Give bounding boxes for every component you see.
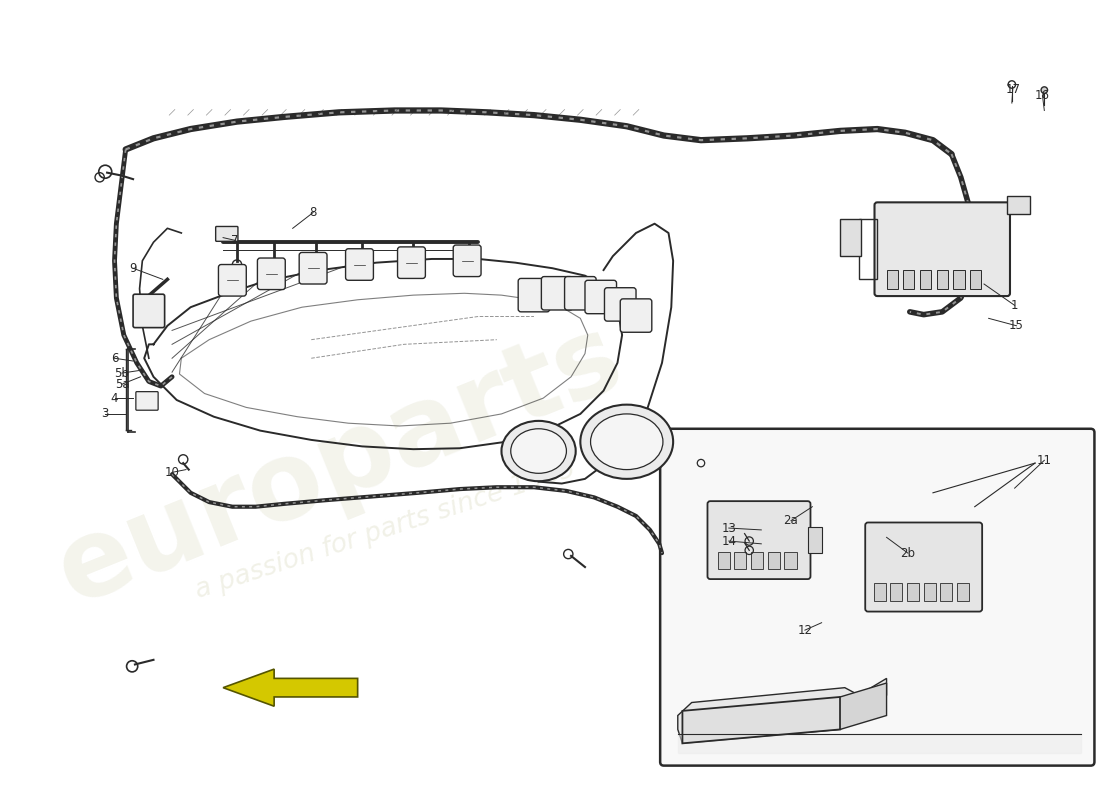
Bar	[908, 583, 918, 602]
FancyBboxPatch shape	[874, 202, 1010, 296]
Bar	[873, 583, 886, 602]
Text: 13: 13	[722, 522, 736, 534]
Bar	[903, 270, 914, 289]
Bar	[735, 552, 747, 569]
Text: 6: 6	[111, 352, 119, 365]
Text: 10: 10	[165, 466, 179, 479]
Bar	[717, 552, 729, 569]
Bar	[807, 527, 822, 553]
Text: 2b: 2b	[901, 546, 915, 560]
FancyBboxPatch shape	[219, 265, 246, 296]
FancyBboxPatch shape	[620, 299, 652, 332]
FancyBboxPatch shape	[136, 392, 158, 410]
Text: europarts: europarts	[42, 303, 637, 626]
FancyBboxPatch shape	[707, 501, 811, 579]
Text: 5a: 5a	[114, 378, 130, 390]
Polygon shape	[1008, 196, 1031, 214]
Ellipse shape	[510, 429, 566, 474]
Text: 11: 11	[1037, 454, 1052, 467]
FancyBboxPatch shape	[345, 249, 373, 280]
FancyBboxPatch shape	[133, 294, 165, 328]
Text: 17: 17	[1005, 82, 1021, 96]
Polygon shape	[678, 678, 887, 743]
Text: 7: 7	[231, 234, 239, 247]
FancyBboxPatch shape	[541, 277, 573, 310]
FancyBboxPatch shape	[564, 277, 596, 310]
Text: 5b: 5b	[114, 366, 130, 379]
Ellipse shape	[502, 421, 575, 481]
Text: 4: 4	[111, 392, 119, 405]
Bar	[920, 270, 931, 289]
Bar	[957, 583, 969, 602]
FancyBboxPatch shape	[866, 522, 982, 611]
Bar	[890, 583, 902, 602]
Text: 8: 8	[309, 206, 317, 219]
Text: 3: 3	[101, 407, 109, 421]
Bar	[751, 552, 763, 569]
Polygon shape	[223, 669, 358, 706]
Polygon shape	[682, 697, 840, 743]
Text: 1: 1	[1011, 299, 1019, 312]
FancyBboxPatch shape	[397, 247, 426, 278]
Text: 14: 14	[722, 534, 736, 547]
Text: 15: 15	[1009, 319, 1024, 332]
Bar	[954, 270, 965, 289]
FancyBboxPatch shape	[257, 258, 285, 290]
FancyBboxPatch shape	[453, 245, 481, 277]
Bar	[768, 552, 780, 569]
Polygon shape	[678, 734, 1081, 753]
FancyBboxPatch shape	[299, 253, 327, 284]
Bar	[924, 583, 936, 602]
Bar	[784, 552, 796, 569]
Text: a passion for parts since 1985: a passion for parts since 1985	[192, 456, 579, 604]
Text: 9: 9	[130, 262, 136, 274]
Bar	[937, 270, 948, 289]
FancyBboxPatch shape	[518, 278, 550, 312]
Bar	[940, 583, 953, 602]
Text: 12: 12	[798, 624, 813, 637]
Bar	[887, 270, 898, 289]
Text: 2a: 2a	[783, 514, 799, 527]
Polygon shape	[840, 683, 887, 730]
Ellipse shape	[581, 405, 673, 479]
FancyBboxPatch shape	[585, 280, 616, 314]
FancyBboxPatch shape	[605, 288, 636, 321]
Bar	[840, 219, 860, 256]
Bar	[970, 270, 981, 289]
Circle shape	[1041, 87, 1047, 94]
FancyBboxPatch shape	[660, 429, 1094, 766]
Text: 16: 16	[1035, 89, 1050, 102]
FancyBboxPatch shape	[216, 226, 238, 242]
Ellipse shape	[591, 414, 663, 470]
